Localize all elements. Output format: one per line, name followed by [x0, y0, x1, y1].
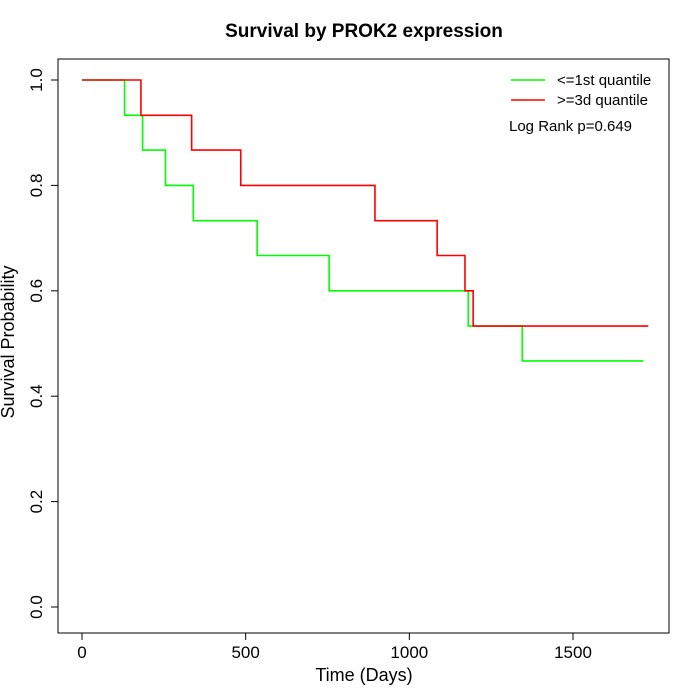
x-axis-label: Time (Days) — [315, 665, 412, 685]
legend-label-1: <=1st quantile — [557, 72, 651, 89]
survival-curves — [82, 79, 649, 362]
y-axis: 0.0 0.2 0.4 0.6 0.8 1.0 — [27, 68, 59, 619]
y-tick-label: 0.4 — [27, 384, 46, 408]
y-tick-label: 1.0 — [27, 68, 46, 92]
x-tick-label: 1500 — [554, 643, 592, 662]
legend: <=1st quantile >=3d quantile — [511, 72, 651, 109]
x-axis: 0 500 1000 1500 — [77, 632, 592, 662]
log-rank-annotation: Log Rank p=0.649 — [509, 118, 632, 135]
plot-frame — [57, 58, 670, 634]
chart-title: Survival by PROK2 expression — [225, 21, 503, 42]
y-tick-label: 0.0 — [27, 595, 46, 619]
y-tick-label: 0.2 — [27, 490, 46, 514]
x-tick-label: 1000 — [390, 643, 428, 662]
y-tick-label: 0.8 — [27, 174, 46, 198]
y-tick-label: 0.6 — [27, 279, 46, 303]
series-line-2 — [82, 79, 649, 327]
x-tick-label: 0 — [77, 643, 86, 662]
x-tick-label: 500 — [231, 643, 259, 662]
y-axis-label: Survival Probability — [0, 265, 18, 418]
legend-label-2: >=3d quantile — [557, 92, 648, 109]
